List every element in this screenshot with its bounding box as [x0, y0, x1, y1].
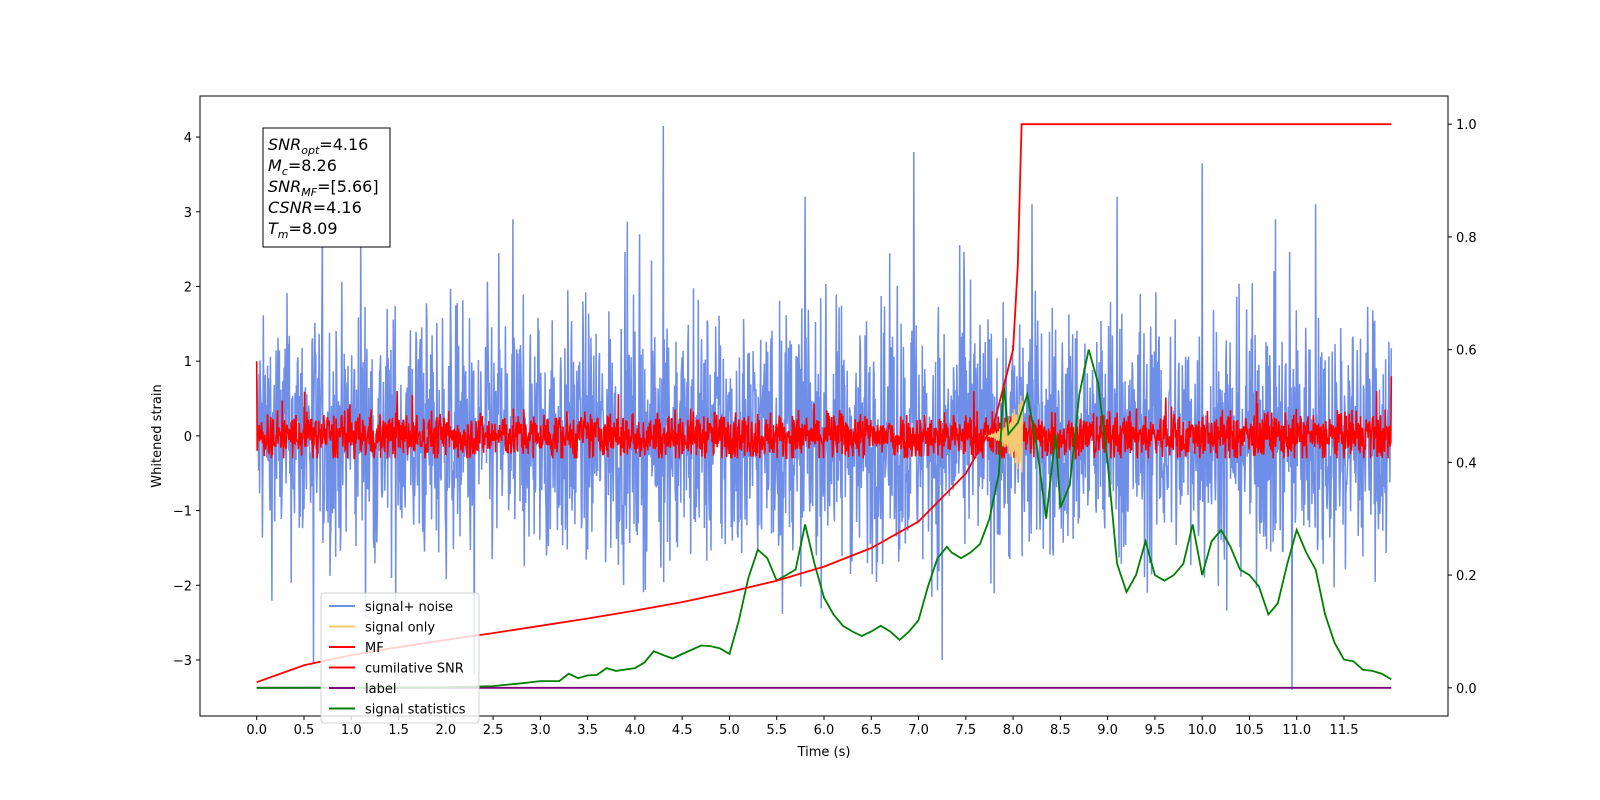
x-tick-label: 11.0 [1282, 723, 1311, 738]
series-signal-noise [255, 125, 1393, 690]
y-tick-label: −2 [173, 579, 192, 594]
annotation-line: SNRopt=4.16 [268, 135, 368, 157]
annotation-line: CSNR=4.16 [268, 198, 362, 217]
x-tick-label: 8.5 [1050, 723, 1071, 738]
x-axis-ticks: 0.0 0.5 1.0 1.5 2.0 2.5 3.0 3.5 4.0 4.5 5.0 5.5 6.0 6… [246, 716, 1358, 738]
x-tick-label: 8.0 [1003, 723, 1024, 738]
legend-label: signal statistics [365, 703, 466, 718]
annotation-line: SNRMF=[5.66] [268, 177, 379, 199]
legend-label: cumilative SNR [365, 662, 464, 677]
x-tick-label: 0.5 [294, 723, 315, 738]
series-signal-statistics [256, 349, 1392, 689]
y2-tick-label: 0.8 [1456, 231, 1477, 246]
x-tick-label: 7.0 [908, 723, 929, 738]
x-tick-label: 4.5 [672, 723, 693, 738]
y-tick-label: 3 [184, 206, 192, 221]
x-tick-label: 10.5 [1235, 723, 1264, 738]
y-tick-label: 1 [184, 355, 192, 370]
y-tick-label: 2 [184, 280, 192, 295]
y2-tick-label: 0.0 [1456, 682, 1477, 697]
legend-label: label [365, 682, 396, 697]
y2-tick-label: 0.2 [1456, 569, 1477, 584]
y2-tick-label: 0.4 [1456, 456, 1477, 471]
y-axis-label: Whitened strain [150, 384, 165, 487]
y-tick-label: 4 [184, 131, 192, 146]
y-tick-label: 0 [184, 430, 192, 445]
x-tick-label: 9.5 [1145, 723, 1166, 738]
x-tick-label: 6.5 [861, 723, 882, 738]
legend-label: MF [365, 641, 384, 656]
x-tick-label: 1.0 [341, 723, 362, 738]
series-signal-only [984, 395, 1024, 473]
x-axis-label: Time (s) [797, 745, 851, 760]
y2-axis-ticks: 0.0 0.2 0.4 0.6 0.8 1.0 [1448, 118, 1477, 697]
x-tick-label: 11.5 [1330, 723, 1359, 738]
y-axis-ticks: −3 −2 −1 0 1 2 3 4 [173, 131, 200, 669]
y-tick-label: −3 [173, 654, 192, 669]
y2-tick-label: 0.6 [1456, 344, 1477, 359]
x-tick-label: 1.5 [388, 723, 409, 738]
x-tick-label: 10.0 [1188, 723, 1217, 738]
x-tick-label: 2.5 [483, 723, 504, 738]
x-tick-label: 5.5 [766, 723, 787, 738]
annotation-line: Tm=8.09 [268, 219, 338, 241]
x-tick-label: 0.0 [246, 723, 267, 738]
legend-label: signal only [365, 621, 435, 636]
series-mf [255, 361, 1393, 460]
annotation-line: Mc=8.26 [268, 156, 337, 178]
x-tick-label: 3.0 [530, 723, 551, 738]
legend: signal+ noise signal only MF cumilative SNR… [320, 592, 480, 724]
y-tick-label: −1 [173, 505, 192, 520]
y2-tick-label: 1.0 [1456, 118, 1477, 133]
x-tick-label: 6.0 [814, 723, 835, 738]
legend-label: signal+ noise [365, 600, 453, 615]
x-tick-label: 7.5 [955, 723, 976, 738]
x-tick-label: 4.0 [625, 723, 646, 738]
x-tick-label: 9.0 [1097, 723, 1118, 738]
x-tick-label: 5.0 [719, 723, 740, 738]
x-tick-label: 3.5 [577, 723, 598, 738]
x-tick-label: 2.0 [435, 723, 456, 738]
